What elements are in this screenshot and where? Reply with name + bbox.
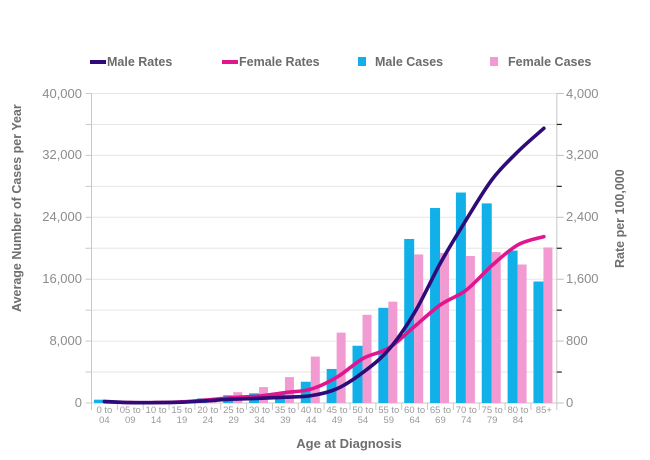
legend-markers bbox=[90, 57, 498, 66]
legend-marker-female-cases[interactable] bbox=[490, 57, 498, 66]
bar-female-cases[interactable] bbox=[517, 264, 527, 403]
x-tick-label: 15 to 19 bbox=[171, 405, 193, 426]
bar-female-cases[interactable] bbox=[414, 254, 424, 403]
bar-female-cases[interactable] bbox=[440, 252, 450, 403]
line-male-rates[interactable] bbox=[102, 126, 546, 405]
bar-female-cases[interactable] bbox=[336, 332, 346, 403]
x-tick-label: 85+ bbox=[535, 405, 552, 416]
bar-female-cases[interactable] bbox=[284, 377, 294, 403]
gridlines bbox=[91, 93, 557, 373]
x-tick-label: 0 to 04 bbox=[96, 405, 113, 426]
y-right-tick-label: 800 bbox=[566, 333, 588, 349]
bar-male-cases[interactable] bbox=[430, 208, 441, 403]
y-right-tick-label: 1,600 bbox=[566, 271, 599, 287]
x-tick-label: 30 to 34 bbox=[248, 405, 271, 426]
y-right-tick-label: 3,200 bbox=[566, 147, 599, 163]
y-axis-left-title: Average Number of Cases per Year bbox=[10, 104, 24, 312]
bar-female-cases[interactable] bbox=[388, 301, 398, 403]
y-left-tick-label: 32,000 bbox=[42, 147, 82, 163]
x-tick-label: 10 to 14 bbox=[145, 405, 167, 426]
x-tick-label: 45 to 49 bbox=[326, 405, 348, 426]
bar-female-cases[interactable] bbox=[543, 247, 553, 403]
x-tick-label: 20 to 24 bbox=[197, 405, 219, 426]
x-tick-label: 40 to 44 bbox=[300, 405, 322, 426]
bar-male-cases[interactable] bbox=[507, 250, 518, 403]
x-tick-label: 60 to 64 bbox=[404, 405, 426, 426]
legend-item-female-cases[interactable]: Female Cases bbox=[508, 55, 592, 69]
x-tick-label: 25 to 29 bbox=[223, 405, 245, 426]
x-tick-label: 70 to 74 bbox=[455, 405, 477, 426]
lines bbox=[102, 126, 546, 405]
y-left-tick-label: 8,000 bbox=[49, 333, 82, 349]
bar-female-cases[interactable] bbox=[465, 255, 475, 403]
bar-female-cases[interactable] bbox=[362, 314, 372, 403]
y-left-tick-label: 40,000 bbox=[42, 85, 82, 101]
x-tick-label: 05 to 09 bbox=[119, 405, 141, 426]
bar-male-cases[interactable] bbox=[481, 203, 492, 403]
y-right-tick-label: 0 bbox=[566, 395, 574, 410]
line-female-rates[interactable] bbox=[102, 234, 546, 405]
bar-male-cases[interactable] bbox=[300, 381, 311, 403]
y-left-tick-label: 24,000 bbox=[42, 209, 82, 225]
bar-female-cases[interactable] bbox=[310, 356, 320, 403]
x-tick-label: 80 to 84 bbox=[507, 405, 529, 426]
bar-male-cases[interactable] bbox=[533, 281, 544, 403]
x-tick-label: 65 to 69 bbox=[429, 405, 452, 426]
legend-marker-male-cases[interactable] bbox=[358, 57, 366, 66]
x-axis-title: Age at Diagnosis bbox=[296, 436, 402, 451]
bar-male-cases[interactable] bbox=[94, 399, 104, 403]
x-tick-label: 55 to 59 bbox=[378, 405, 400, 426]
y-left-tick-label: 16,000 bbox=[42, 271, 82, 287]
y-right-tick-label: 4,000 bbox=[566, 85, 599, 101]
legend-item-female-rates[interactable]: Female Rates bbox=[239, 55, 320, 69]
legend-item-male-cases[interactable]: Male Cases bbox=[375, 55, 444, 69]
bar-male-cases[interactable] bbox=[455, 192, 466, 403]
x-tick-label: 35 to 39 bbox=[274, 405, 296, 426]
bar-female-cases[interactable] bbox=[491, 252, 501, 403]
y-right-tick-label: 2,400 bbox=[566, 209, 599, 225]
x-tick-label: 50 to 54 bbox=[352, 405, 374, 426]
y-axis-right-title: Rate per 100,000 bbox=[613, 169, 627, 269]
bar-male-cases[interactable] bbox=[326, 368, 337, 403]
x-tick-label: 75 to 79 bbox=[481, 405, 503, 426]
y-left-tick-label: 0 bbox=[74, 395, 82, 410]
bars bbox=[94, 192, 553, 403]
legend-item-male-rates[interactable]: Male Rates bbox=[107, 55, 173, 69]
